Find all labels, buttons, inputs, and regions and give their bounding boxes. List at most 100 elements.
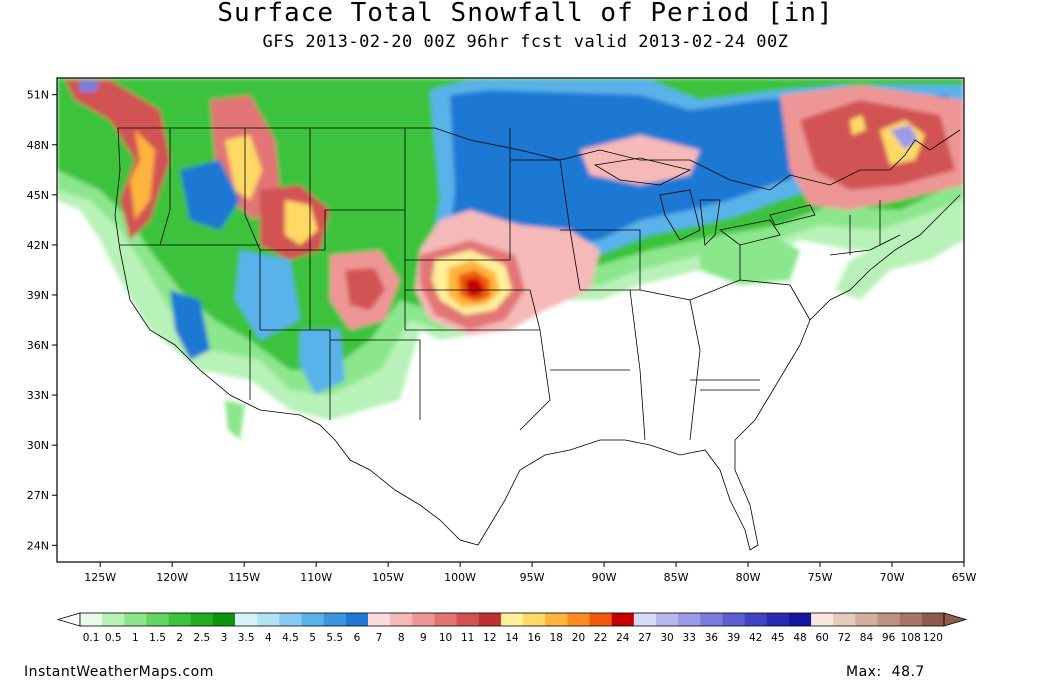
colorbar-label: 10 (439, 632, 452, 644)
colorbar-border (79, 612, 945, 627)
colorbar-swatch (257, 613, 280, 626)
colorbar-swatch (899, 613, 923, 626)
boundaries (114, 127, 961, 551)
lat-label: 48N (27, 139, 49, 152)
colorbar-label: 3.5 (238, 632, 255, 644)
colorbar-label: 84 (860, 632, 874, 644)
lon-label: 80W (736, 571, 761, 584)
lon-label: 105W (372, 571, 404, 584)
site-credit: InstantWeatherMaps.com (24, 664, 214, 680)
colorbar-label: 30 (660, 632, 673, 644)
colorbar: 0.1 0.5 1 1.5 2 2.5 3 3.5 4 4.5 5 5.5 6 7 8 9 10 11 12 14 16… (56, 612, 968, 644)
colorbar-swatch (301, 613, 324, 626)
snowfall-field (57, 78, 964, 562)
colorbar-swatch (523, 613, 546, 626)
colorbar-label: 0.1 (83, 632, 100, 644)
colorbar-swatch (811, 613, 834, 626)
colorbar-min-arrow (56, 612, 81, 627)
lat-label: 24N (27, 539, 49, 552)
colorbar-max-arrow (943, 612, 968, 627)
plot-frame (56, 77, 965, 563)
lat-label: 45N (27, 189, 49, 202)
lat-label: 51N (27, 89, 49, 102)
colorbar-label: 4 (265, 632, 272, 644)
colorbar-swatch (390, 613, 413, 626)
colorbar-swatch (279, 613, 302, 626)
lat-label: 27N (27, 489, 49, 502)
colorbar-swatch (545, 613, 568, 626)
great-lakes (593, 157, 816, 246)
colorbar-label: 27 (638, 632, 651, 644)
colorbar-label: 108 (901, 632, 921, 644)
colorbar-label: 5.5 (326, 632, 343, 644)
state-lines (120, 128, 901, 441)
colorbar-label: 2.5 (193, 632, 210, 644)
lon-label: 95W (520, 571, 545, 584)
colorbar-swatch (345, 613, 369, 626)
lat-label: 36N (27, 339, 49, 352)
colorbar-label: 36 (705, 632, 719, 644)
colorbar-swatch (611, 613, 635, 626)
colorbar-swatch (146, 613, 169, 626)
colorbar-swatch (434, 613, 457, 626)
colorbar-swatch (744, 613, 768, 626)
colorbar-label: 48 (793, 632, 806, 644)
map-subtitle: GFS 2013-02-20 00Z 96hr fcst valid 2013-… (262, 32, 789, 52)
colorbar-label: 11 (461, 632, 474, 644)
lon-label: 110W (300, 571, 332, 584)
colorbar-label: 24 (616, 632, 630, 644)
max-readout: Max: 48.7 (846, 664, 925, 680)
max-value: 48.7 (891, 664, 925, 680)
colorbar-label: 8 (398, 632, 405, 644)
colorbar-label: 0.5 (105, 632, 122, 644)
lon-label: 125W (84, 571, 116, 584)
colorbar-swatch (190, 613, 214, 626)
colorbar-label: 3 (221, 632, 228, 644)
lon-label: 115W (228, 571, 260, 584)
colorbar-label: 22 (594, 632, 607, 644)
lon-label: 65W (952, 571, 977, 584)
map-title: Surface Total Snowfall of Period [in] (217, 0, 834, 28)
colorbar-label: 42 (749, 632, 762, 644)
lat-label: 33N (27, 389, 49, 402)
colorbar-swatch (500, 613, 524, 626)
colorbar-label: 20 (572, 632, 585, 644)
colorbar-swatch (567, 613, 590, 626)
colorbar-swatch (589, 613, 612, 626)
lon-label: 120W (156, 571, 188, 584)
colorbar-label: 72 (838, 632, 851, 644)
colorbar-swatch (700, 613, 723, 626)
colorbar-swatch (877, 613, 900, 626)
colorbar-swatch (478, 613, 502, 626)
colorbar-label: 4.5 (282, 632, 299, 644)
colorbar-swatch (633, 613, 657, 626)
lon-label: 90W (592, 571, 617, 584)
colorbar-swatch (323, 613, 347, 626)
colorbar-swatch (456, 613, 480, 626)
colorbar-label: 1 (132, 632, 139, 644)
lat-label: 39N (27, 289, 49, 302)
colorbar-swatch (368, 613, 391, 626)
colorbar-label: 60 (815, 632, 828, 644)
longitude-axis: 125W 120W 115W 110W 105W 100W 95W 90W 85W 80W 75W 7… (84, 562, 977, 584)
lat-label: 42N (27, 239, 49, 252)
colorbar-label: 33 (683, 632, 696, 644)
colorbar-label: 96 (882, 632, 896, 644)
colorbar-label: 7 (376, 632, 383, 644)
colorbar-label: 16 (527, 632, 541, 644)
colorbar-label: 2 (176, 632, 183, 644)
lon-label: 75W (808, 571, 833, 584)
colorbar-swatch (678, 613, 701, 626)
colorbar-label: 5 (309, 632, 316, 644)
colorbar-swatch (102, 613, 125, 626)
lon-label: 70W (880, 571, 905, 584)
colorbar-swatch (124, 613, 147, 626)
colorbar-swatch (766, 613, 790, 626)
canada-border (118, 127, 961, 191)
colorbar-label: 9 (420, 632, 427, 644)
colorbar-swatch (80, 613, 103, 626)
colorbar-label: 1.5 (149, 632, 166, 644)
colorbar-label: 120 (923, 632, 943, 644)
colorbar-label: 6 (354, 632, 361, 644)
